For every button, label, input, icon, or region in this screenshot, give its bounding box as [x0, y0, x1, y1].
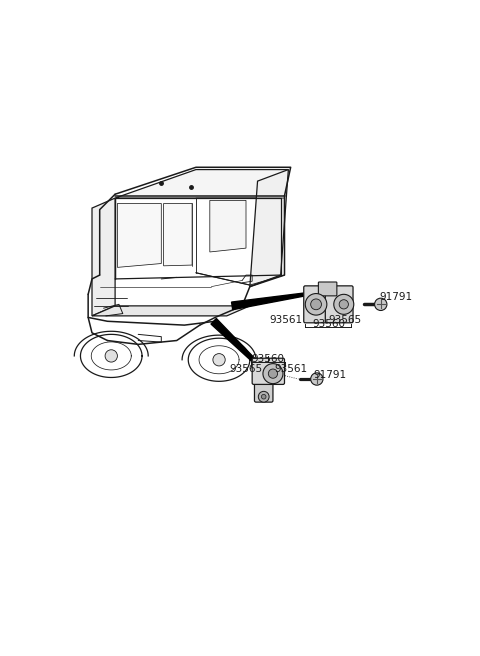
Polygon shape — [231, 292, 315, 310]
FancyBboxPatch shape — [254, 376, 273, 402]
Polygon shape — [115, 170, 288, 198]
Polygon shape — [92, 198, 115, 316]
Polygon shape — [211, 319, 274, 380]
Text: 93565: 93565 — [229, 363, 262, 374]
Circle shape — [263, 363, 283, 384]
Circle shape — [334, 295, 354, 314]
Circle shape — [268, 369, 277, 379]
Polygon shape — [210, 200, 246, 252]
FancyBboxPatch shape — [252, 358, 285, 384]
Text: 91791: 91791 — [314, 370, 347, 380]
Polygon shape — [118, 203, 161, 268]
Text: 93560: 93560 — [252, 354, 285, 364]
Text: 93560: 93560 — [312, 319, 345, 329]
Polygon shape — [250, 170, 288, 287]
Circle shape — [305, 293, 327, 315]
Circle shape — [258, 392, 269, 402]
Text: 93561: 93561 — [275, 363, 308, 374]
Polygon shape — [164, 203, 192, 266]
FancyBboxPatch shape — [325, 286, 353, 323]
Circle shape — [105, 350, 118, 362]
Circle shape — [262, 394, 266, 399]
Circle shape — [339, 300, 348, 309]
Circle shape — [311, 373, 323, 385]
Circle shape — [374, 298, 387, 310]
FancyBboxPatch shape — [304, 286, 328, 323]
Circle shape — [311, 299, 322, 310]
Circle shape — [213, 354, 225, 366]
Polygon shape — [92, 306, 250, 316]
FancyBboxPatch shape — [318, 282, 337, 296]
Text: 93561: 93561 — [269, 315, 302, 325]
Text: 91791: 91791 — [379, 292, 412, 302]
Text: 93565: 93565 — [328, 315, 361, 325]
